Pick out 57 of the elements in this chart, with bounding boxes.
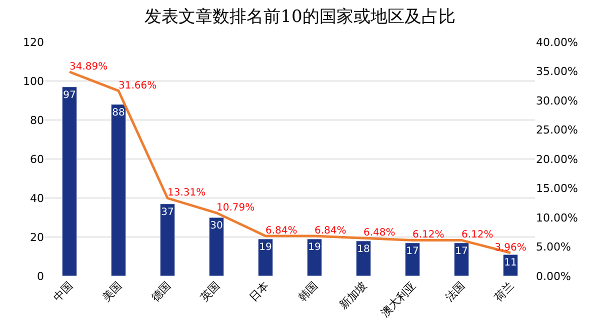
data-label: 34.89%	[70, 61, 108, 72]
bar	[454, 242, 470, 276]
bar	[306, 238, 322, 276]
bar	[62, 86, 78, 276]
data-label: 17	[455, 246, 468, 257]
x-tick-label: 新加坡	[336, 279, 370, 312]
bar	[110, 104, 126, 276]
y2-tick-label: 15.00%	[536, 182, 578, 196]
x-tick-label: 澳大利亚	[378, 279, 419, 320]
data-label: 19	[259, 242, 272, 253]
data-label: 6.48%	[364, 228, 396, 239]
data-label: 37	[161, 206, 174, 218]
y2-tick-label: 25.00%	[536, 124, 578, 137]
data-label: 10.79%	[216, 202, 255, 214]
x-tick-label: 英国	[198, 279, 223, 304]
y2-tick-label: 10.00%	[536, 211, 578, 224]
y-tick-label: 100	[23, 74, 44, 88]
bar	[258, 238, 274, 276]
x-tick-label: 日本	[246, 279, 272, 304]
y2-tick-label: 40.00%	[536, 36, 578, 49]
bar	[356, 240, 372, 276]
data-label: 6.12%	[462, 230, 494, 241]
data-label: 6.84%	[266, 225, 298, 236]
data-label: 13.31%	[168, 188, 206, 199]
y-tick-label: 20	[30, 230, 44, 244]
x-tick-label: 德国	[148, 279, 174, 304]
data-label: 6.12%	[412, 230, 444, 241]
x-tick-label: 美国	[100, 279, 125, 304]
data-label: 3.96%	[494, 242, 526, 254]
bar	[160, 204, 176, 276]
data-label: 11	[504, 258, 517, 269]
y2-tick-label: 30.00%	[536, 94, 578, 108]
data-label: 31.66%	[118, 80, 157, 92]
x-tick-label: 法国	[442, 279, 468, 304]
data-label: 6.84%	[314, 225, 346, 236]
data-label: 88	[112, 107, 125, 118]
y2-tick-label: 35.00%	[536, 65, 578, 78]
y2-tick-label: 20.00%	[536, 152, 578, 166]
x-tick-label: 荷兰	[492, 279, 517, 304]
chart-title: 发表文章数排名前10的国家或地区及占比	[144, 6, 456, 27]
y-tick-label: 60	[30, 152, 44, 166]
bar	[208, 217, 224, 276]
x-tick-label: 中国	[50, 279, 76, 304]
data-label: 17	[406, 246, 419, 257]
x-tick-label: 韩国	[296, 279, 321, 304]
data-label: 30	[210, 220, 223, 232]
bar	[404, 242, 420, 276]
y2-tick-label: 0.00%	[536, 270, 571, 283]
bar	[502, 254, 518, 276]
y-tick-label: 0	[37, 270, 44, 283]
data-label: 19	[308, 242, 321, 253]
y-tick-label: 80	[30, 114, 44, 127]
data-label: 97	[63, 90, 76, 101]
y2-tick-label: 5.00%	[536, 240, 571, 254]
y-tick-label: 120	[23, 36, 44, 49]
y-tick-label: 40	[30, 192, 44, 205]
data-label: 18	[357, 244, 370, 255]
